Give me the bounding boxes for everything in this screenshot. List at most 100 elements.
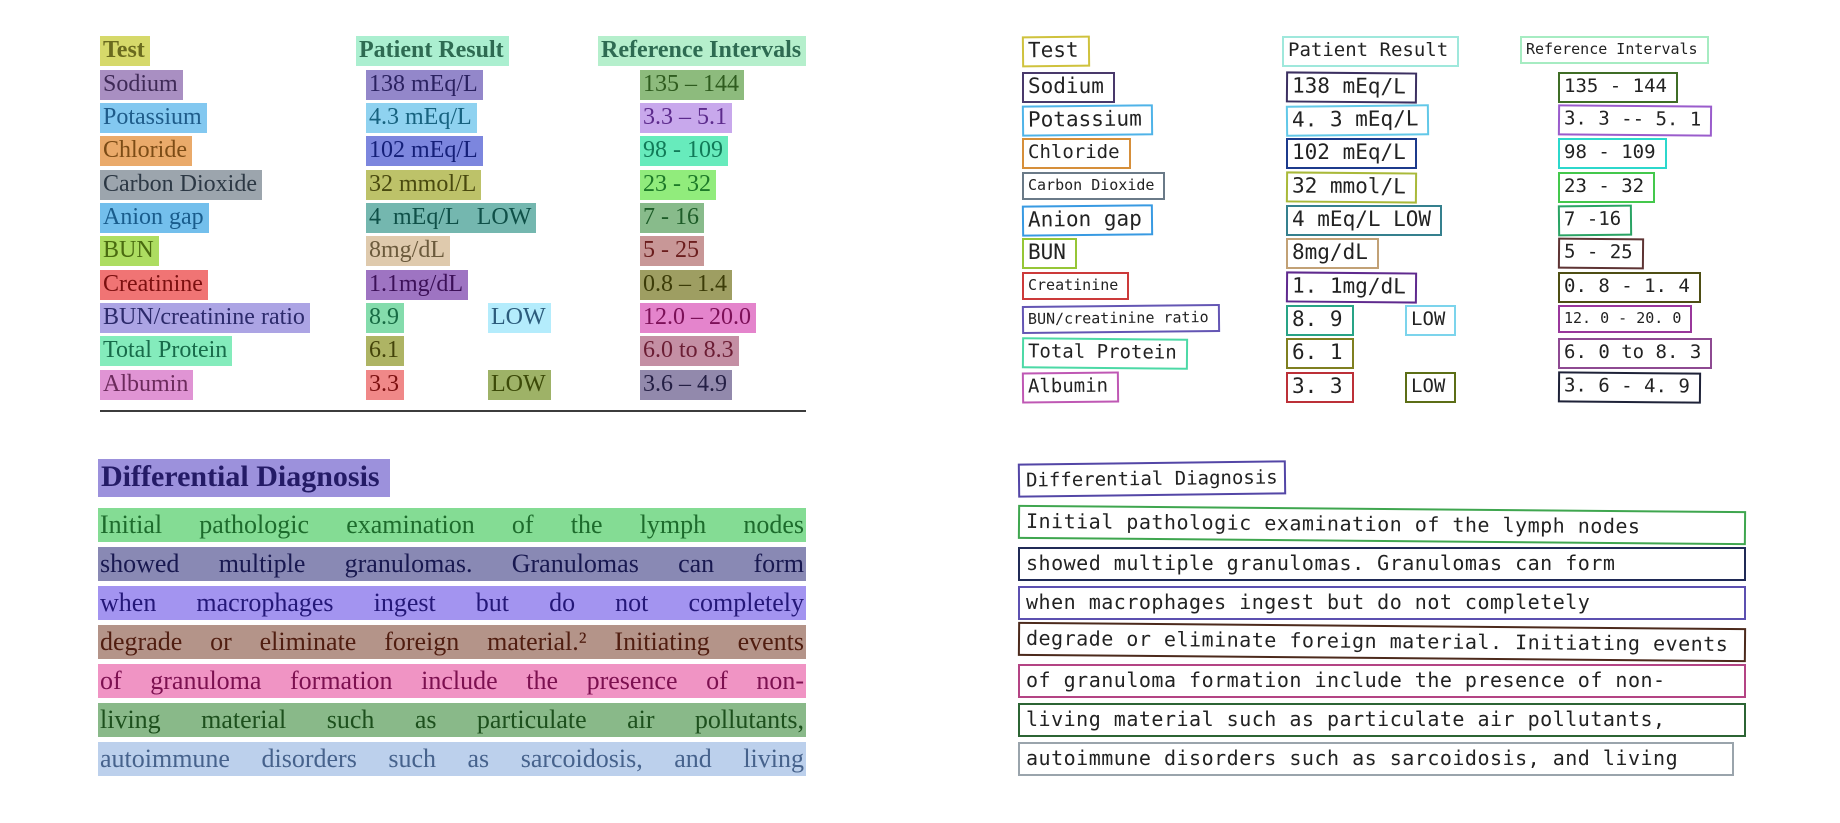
table-row: BUN 8mg/dL 5 - 25 <box>100 236 930 268</box>
paragraph-line: of granuloma formation include the prese… <box>98 664 806 698</box>
ocr-box-reference: 0. 8 - 1. 4 <box>1558 272 1701 303</box>
patient-result-value: 32 mmol/L <box>366 170 482 200</box>
patient-result-value: 138 mEq/L <box>366 70 483 100</box>
ocr-box-test-name: BUN <box>1022 238 1077 269</box>
section-divider <box>100 410 806 412</box>
ocr-box-reference: 3. 3 -- 5. 1 <box>1557 104 1713 137</box>
paragraph-line: degrade or eliminate foreign material.² … <box>98 625 806 659</box>
column-header-patient-result: Patient Result <box>356 36 509 66</box>
reference-interval-value: 6.0 to 8.3 <box>640 336 739 366</box>
diagnosis-heading: Differential Diagnosis <box>98 459 390 497</box>
reference-interval-value: 135 – 144 <box>640 70 744 100</box>
ocr-box-low-flag: LOW <box>1405 305 1457 336</box>
test-name: Chloride <box>100 136 192 166</box>
table-row: Albumin 3.3 LOW 3.6 – 4.9 <box>100 370 930 402</box>
test-name: Sodium <box>100 70 183 100</box>
paragraph-line: showed multiple granulomas. Granulomas c… <box>98 547 806 581</box>
ocr-box-test-name: Creatinine <box>1022 272 1130 300</box>
paragraph-line: autoimmune disorders such as sarcoidosis… <box>98 742 806 776</box>
ocr-box-test-name: Sodium <box>1022 72 1115 103</box>
ocr-box-test-name: Total Protein <box>1021 337 1188 370</box>
patient-result-value: 102 mEq/L <box>366 136 483 166</box>
ocr-box-test-name: BUN/creatinine ratio <box>1021 303 1220 335</box>
paragraph-line: Initial pathologic examination of the ly… <box>98 508 806 542</box>
ocr-box-result: 138 mEq/L <box>1285 71 1417 104</box>
ocr-box-test-name: Anion gap <box>1021 204 1153 237</box>
ocr-table-row: Chloride 102 mEq/L 98 - 109 <box>1022 138 1812 170</box>
ocr-box-paragraph-line: autoimmune disorders such as sarcoidosis… <box>1018 742 1734 776</box>
patient-result-value: 6.1 <box>366 336 404 366</box>
ocr-box-reference: 6. 0 to 8. 3 <box>1558 338 1713 369</box>
ocr-box-paragraph-line: of granuloma formation include the prese… <box>1018 664 1746 698</box>
patient-result-value: 3.3 <box>366 370 404 400</box>
test-name: Anion gap <box>100 203 209 233</box>
table-header-row: Test Patient Result Reference Intervals <box>100 36 930 68</box>
ocr-box-test-name: Albumin <box>1021 371 1120 404</box>
ocr-box-test-name: Chloride <box>1022 138 1131 169</box>
ocr-table-row: Potassium 4. 3 mEq/L 3. 3 -- 5. 1 <box>1021 104 1812 137</box>
ocr-box-result: 8. 9 <box>1286 305 1354 336</box>
ocr-box-reference: 135 - 144 <box>1558 72 1678 103</box>
patient-result-value: 8.9 <box>366 303 404 333</box>
low-flag: LOW <box>488 370 551 400</box>
test-name: BUN <box>100 236 159 266</box>
reference-interval-value: 3.3 – 5.1 <box>640 103 732 133</box>
ocr-box-reference: 3. 6 - 4. 9 <box>1557 371 1701 404</box>
ocr-box-paragraph-line: when macrophages ingest but do not compl… <box>1018 586 1746 620</box>
reference-interval-value: 0.8 – 1.4 <box>640 270 732 300</box>
ocr-box-header-test: Test <box>1021 35 1090 68</box>
test-name: Albumin <box>100 370 194 400</box>
ocr-box-reference: 23 - 32 <box>1558 172 1656 203</box>
table-row: Creatinine 1.1mg/dL 0.8 – 1.4 <box>100 270 930 302</box>
test-name: Potassium <box>100 103 207 133</box>
ocr-box-reference: 7 -16 <box>1557 204 1633 237</box>
table-row: BUN/creatinine ratio 8.9 LOW 12.0 – 20.0 <box>100 303 930 335</box>
ocr-box-result: 6. 1 <box>1286 338 1354 369</box>
test-name: Creatinine <box>100 270 208 300</box>
ocr-result-panel: Test Patient Result Reference Intervals … <box>1017 0 1812 823</box>
paragraph-line: when macrophages ingest but do not compl… <box>98 586 806 620</box>
column-header-test: Test <box>100 36 150 66</box>
ocr-table-row: BUN/creatinine ratio 8. 9 LOW 12. 0 - 20… <box>1021 303 1812 337</box>
reference-interval-value: 5 - 25 <box>640 236 704 266</box>
ocr-table-row: Carbon Dioxide 32 mmol/L 23 - 32 <box>1022 171 1812 204</box>
paragraph-line: living material such as particulate air … <box>98 703 806 737</box>
table-row: Potassium 4.3 mEq/L 3.3 – 5.1 <box>100 103 930 135</box>
ocr-box-paragraph-line: living material such as particulate air … <box>1018 703 1746 737</box>
patient-result-value: 4.3 mEq/L <box>366 103 477 133</box>
table-row: Total Protein 6.1 6.0 to 8.3 <box>100 336 930 368</box>
ocr-box-result: 1. 1mg/dL <box>1285 271 1417 304</box>
ocr-box-reference: 12. 0 - 20. 0 <box>1558 305 1693 333</box>
table-row: Carbon Dioxide 32 mmol/L 23 - 32 <box>100 170 930 202</box>
patient-result-value: 1.1mg/dL <box>366 270 468 300</box>
ocr-box-result: 4. 3 mEq/L <box>1285 104 1430 137</box>
ocr-table-row: Creatinine 1. 1mg/dL 0. 8 - 1. 4 <box>1022 271 1812 304</box>
ocr-box-header-patient-result: Patient Result <box>1282 36 1460 67</box>
ocr-box-diagnosis-heading: Differential Diagnosis <box>1017 460 1287 498</box>
table-row: Chloride 102 mEq/L 98 - 109 <box>100 136 930 168</box>
table-row: Anion gap 4 mEq/L LOW 7 - 16 <box>100 203 930 235</box>
ocr-box-test-name: Carbon Dioxide <box>1022 172 1166 200</box>
ocr-box-paragraph-line: showed multiple granulomas. Granulomas c… <box>1018 547 1746 581</box>
column-header-reference-intervals: Reference Intervals <box>598 36 807 66</box>
ocr-box-low-flag: LOW <box>1405 372 1457 403</box>
low-flag: LOW <box>488 303 551 333</box>
reference-interval-value: 12.0 – 20.0 <box>640 303 756 333</box>
ocr-table-row: Albumin 3. 3 LOW 3. 6 - 4. 9 <box>1021 371 1812 404</box>
ocr-table-row: Total Protein 6. 1 6. 0 to 8. 3 <box>1021 337 1812 370</box>
ocr-box-result: 8mg/dL <box>1286 238 1379 269</box>
source-document-panel: Test Patient Result Reference Intervals … <box>98 0 930 823</box>
ocr-box-result: 32 mmol/L <box>1285 171 1417 204</box>
ocr-box-paragraph-line: Initial pathologic examination of the ly… <box>1017 504 1747 546</box>
test-name: Carbon Dioxide <box>100 170 262 200</box>
ocr-box-reference: 98 - 109 <box>1558 138 1667 169</box>
ocr-box-result: 102 mEq/L <box>1286 138 1417 169</box>
ocr-box-test-name: Potassium <box>1021 104 1153 137</box>
ocr-header-row: Test Patient Result Reference Intervals <box>1021 35 1812 68</box>
patient-result-value: 8mg/dL <box>366 236 450 266</box>
ocr-box-header-reference-intervals: Reference Intervals <box>1520 36 1709 64</box>
ocr-box-result: 4 mEq/L LOW <box>1286 205 1443 236</box>
test-name: BUN/creatinine ratio <box>100 303 310 333</box>
reference-interval-value: 3.6 – 4.9 <box>640 370 732 400</box>
